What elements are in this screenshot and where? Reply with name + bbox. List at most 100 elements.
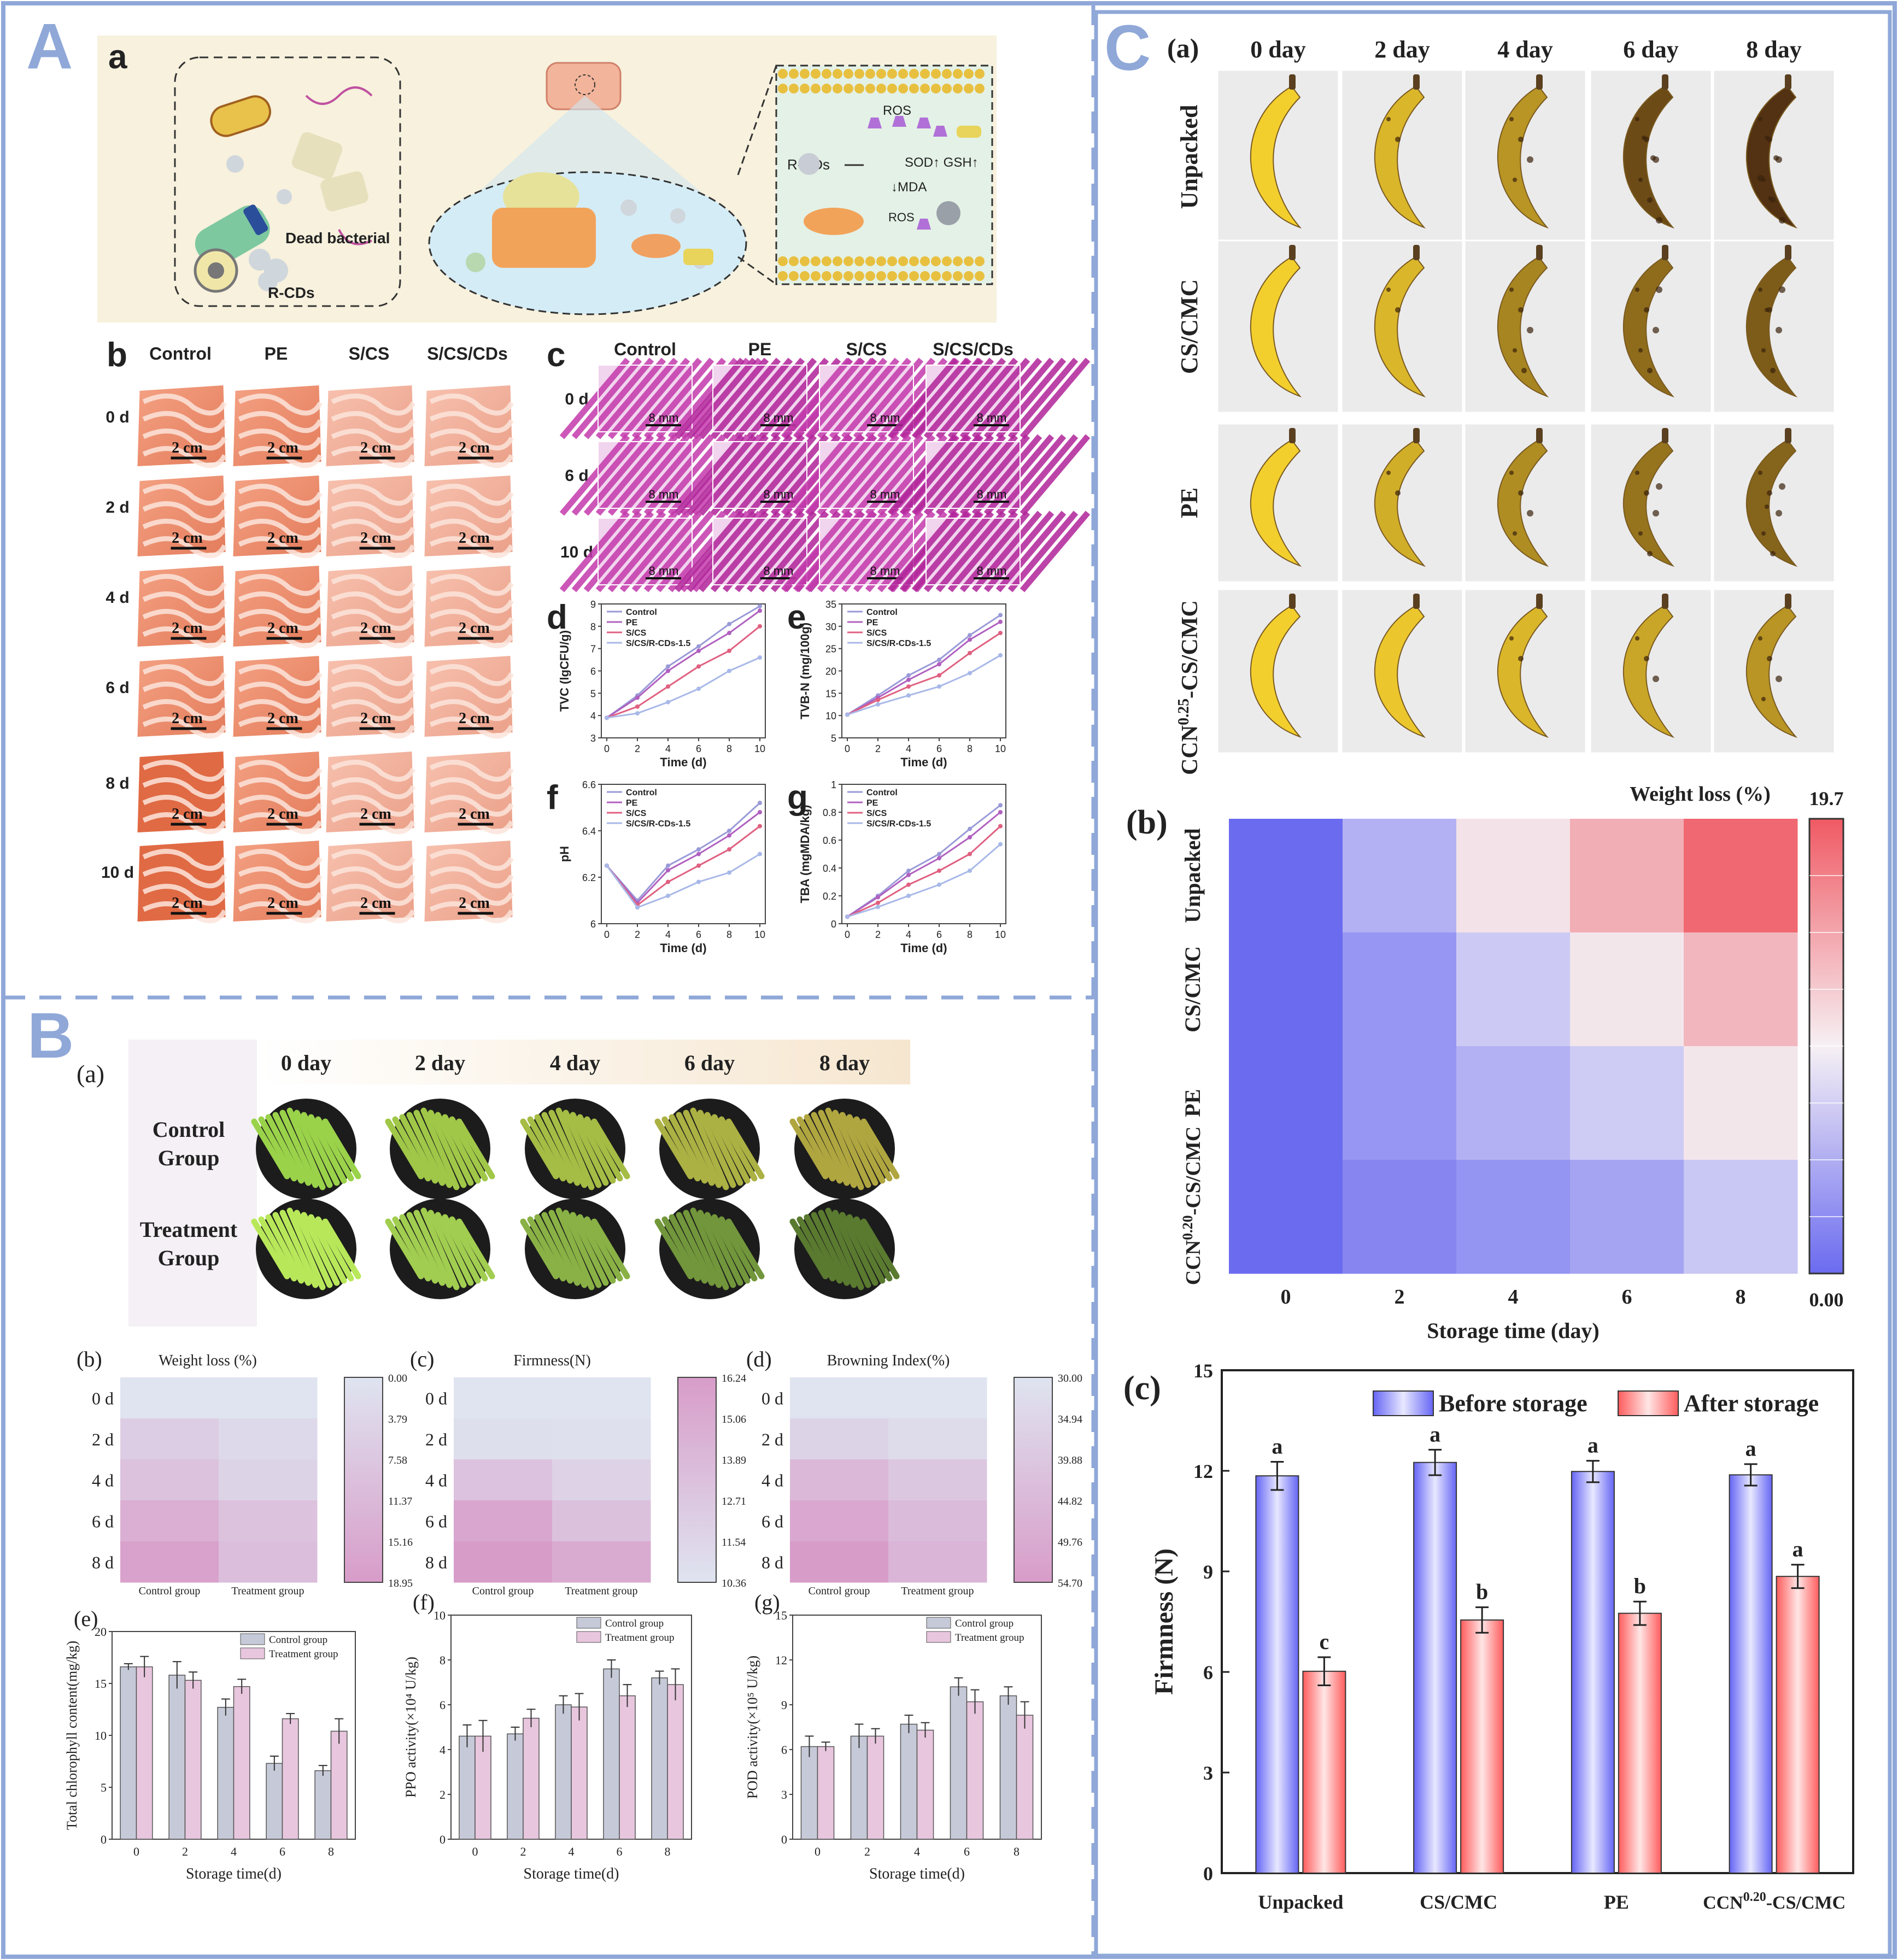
- salmon-stripe: [429, 394, 514, 416]
- asparagus-stalk: [796, 1216, 836, 1282]
- banana-photo: [1589, 69, 1713, 245]
- y-axis-title: TBA (mgMDA/kg): [798, 805, 812, 903]
- muscle-fiber: [817, 357, 888, 439]
- muscle-fiber: [619, 357, 690, 439]
- colorbar-min-label: 0.00: [1809, 1289, 1844, 1311]
- salmon-stripe: [238, 609, 323, 631]
- histology-border: [925, 518, 1021, 585]
- asparagus-stalk: [676, 1212, 715, 1286]
- asparagus-stalk: [683, 1210, 722, 1288]
- scale-label: 8 mm: [977, 411, 1007, 425]
- legend-label: Control group: [955, 1618, 1014, 1629]
- banana-stem: [1413, 428, 1420, 443]
- heatmap-cell: [790, 1500, 889, 1542]
- x-tick-label: 2: [635, 743, 640, 754]
- x-tick-label: 8: [967, 929, 973, 940]
- muscle-fiber: [583, 510, 654, 592]
- y-tick-label: 20: [95, 1625, 107, 1639]
- banana: [1746, 256, 1798, 398]
- banana-spot: [1758, 117, 1762, 121]
- data-point: [876, 895, 880, 900]
- salmon-stripe: [142, 536, 227, 559]
- salmon-column-header: Control: [149, 344, 212, 363]
- muscle-fiber: [595, 357, 666, 439]
- photo-bg: [1216, 588, 1340, 754]
- salmon-stripe: [331, 429, 416, 451]
- asparagus-stalk: [420, 1207, 460, 1290]
- lipid-head: [942, 271, 952, 281]
- legend-label: Treatment group: [269, 1648, 338, 1660]
- muscle-fiber: [923, 357, 994, 439]
- salmon-photo: 2 cm: [326, 656, 416, 739]
- histology-border: [819, 441, 914, 509]
- asparagus-stalk: [570, 1212, 609, 1286]
- chart-label: (d): [746, 1347, 772, 1371]
- muscle-fiber: [887, 357, 958, 439]
- muscle-fiber: [631, 434, 702, 516]
- banana-spot: [1509, 117, 1514, 121]
- series-line: [606, 825, 760, 907]
- banana-stem: [1785, 594, 1791, 609]
- asparagus-stalk: [534, 1214, 573, 1284]
- asparagus-stalk: [577, 1114, 616, 1184]
- y-axis-title: TVB-N (mg/100g): [798, 623, 812, 719]
- banana-photo: [1463, 239, 1587, 414]
- heatmap-row-label: 4 d: [761, 1471, 783, 1490]
- lipid-head: [822, 69, 831, 79]
- y-tick-label: 10: [434, 1609, 446, 1622]
- salmon-stripe: [238, 484, 323, 506]
- x-tick-label: 10: [995, 743, 1006, 754]
- heatmap-cell: [120, 1541, 219, 1583]
- salmon-stripe: [142, 812, 227, 835]
- banana-photo: [1216, 69, 1340, 245]
- scale-label: 2 cm: [459, 439, 490, 456]
- salmon-stripe: [331, 866, 416, 889]
- lipid-head: [876, 256, 886, 266]
- muscle-fiber: [935, 510, 1006, 592]
- asparagus-stalk: [520, 1118, 559, 1179]
- heatmap-2: (d) Browning Index(%) 0 d 2 d 4 d 6 d 8 d Contr…: [746, 1347, 1082, 1597]
- salmon-photo: 2 cm: [326, 476, 416, 559]
- salmon-stripe: [429, 609, 514, 631]
- salmon-stripe: [238, 664, 323, 686]
- scale-label: 8 mm: [764, 564, 794, 578]
- heatmap-cell: [1229, 932, 1343, 1047]
- y-tick-label: 7: [590, 644, 596, 655]
- asparagus-stalk: [420, 1107, 460, 1190]
- banana-spot: [1509, 471, 1514, 475]
- asparagus-stalk: [839, 1212, 878, 1286]
- histo-row-label: 0 d: [565, 390, 588, 408]
- data-point: [666, 700, 670, 705]
- sod-gsh-label: SOD↑ GSH↑: [905, 155, 979, 170]
- heatmap-row-label: CS/CMC: [1180, 946, 1205, 1032]
- photo-bg: [1589, 588, 1713, 754]
- series-line: [847, 621, 1001, 715]
- banana-photo: [1589, 588, 1713, 754]
- x-axis-title: Time (d): [660, 755, 706, 769]
- data-point: [727, 631, 731, 636]
- banana-photo: [1589, 239, 1713, 414]
- banana-spot: [1770, 368, 1776, 373]
- asparagus-stalk: [413, 1110, 453, 1188]
- series-line: [606, 656, 760, 719]
- heatmap-cell: [1456, 819, 1571, 933]
- salmon-photo: 2 cm: [137, 476, 227, 559]
- banana-spot: [1521, 368, 1527, 373]
- heatmap-cell: [1684, 819, 1798, 933]
- cannon-icon: [194, 204, 288, 293]
- scale-label: 2 cm: [360, 710, 391, 727]
- salmon-row-label: 8 d: [106, 774, 129, 793]
- data-point: [605, 715, 609, 720]
- x-tick-label: 10: [995, 929, 1006, 940]
- salmon-stripe: [331, 411, 416, 433]
- schematic-a: a Dead bacterial R-CDs ROS R: [97, 36, 997, 322]
- asparagus-stalk: [301, 1112, 340, 1186]
- banana-spot: [1653, 327, 1659, 333]
- muscle-fiber: [571, 510, 642, 592]
- heatmap-title: Weight loss (%): [1630, 783, 1771, 806]
- asparagus-stalk: [534, 1114, 573, 1184]
- muscle-fiber: [619, 510, 690, 592]
- banana-photo: [1340, 588, 1464, 754]
- chart-label: (f): [413, 1590, 435, 1615]
- significance-letter: a: [1745, 1436, 1756, 1461]
